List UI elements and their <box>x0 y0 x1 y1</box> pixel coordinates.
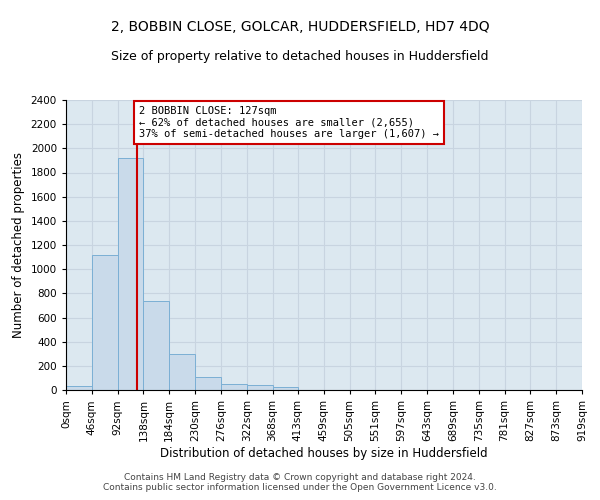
Bar <box>221 384 247 390</box>
Bar <box>195 378 221 390</box>
X-axis label: Distribution of detached houses by size in Huddersfield: Distribution of detached houses by size … <box>160 446 488 460</box>
Bar <box>143 300 169 390</box>
Bar <box>272 387 298 390</box>
Text: Contains HM Land Registry data © Crown copyright and database right 2024.
Contai: Contains HM Land Registry data © Crown c… <box>103 473 497 492</box>
Bar <box>169 354 195 390</box>
Y-axis label: Number of detached properties: Number of detached properties <box>12 152 25 338</box>
Bar <box>66 386 92 390</box>
Text: 2, BOBBIN CLOSE, GOLCAR, HUDDERSFIELD, HD7 4DQ: 2, BOBBIN CLOSE, GOLCAR, HUDDERSFIELD, H… <box>110 20 490 34</box>
Bar <box>92 254 118 390</box>
Text: 2 BOBBIN CLOSE: 127sqm
← 62% of detached houses are smaller (2,655)
37% of semi-: 2 BOBBIN CLOSE: 127sqm ← 62% of detached… <box>139 106 439 139</box>
Text: Size of property relative to detached houses in Huddersfield: Size of property relative to detached ho… <box>111 50 489 63</box>
Bar <box>118 158 143 390</box>
Bar <box>247 385 272 390</box>
